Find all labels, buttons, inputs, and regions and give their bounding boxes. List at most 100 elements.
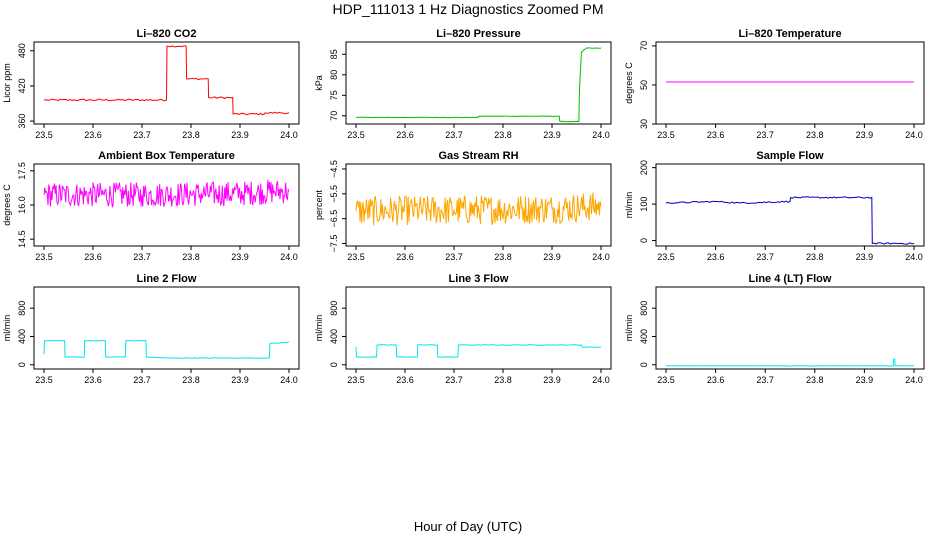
x-tick-label: 23.6 bbox=[707, 252, 725, 262]
figure-x-axis-label: Hour of Day (UTC) bbox=[414, 519, 522, 534]
y-axis-label: ml/min bbox=[624, 315, 634, 342]
panel-1: Li–820 CO2 Licor ppm 23.5 23.6 23.7 23.8 23.9 2… bbox=[2, 28, 300, 140]
plot-frame bbox=[655, 286, 925, 370]
x-tick-label: 23.5 bbox=[347, 130, 365, 140]
x-tick-label: 23.7 bbox=[133, 252, 151, 262]
y-axis-label: kPa bbox=[314, 75, 324, 91]
x-tick-label: 23.7 bbox=[133, 375, 151, 385]
x-tick-label: 24.0 bbox=[592, 130, 610, 140]
x-tick-label: 23.8 bbox=[494, 375, 512, 385]
y-tick-label: 0 bbox=[17, 362, 27, 367]
panel-8: Line 3 Flow ml/min 23.5 23.6 23.7 23.8 23.9 24.… bbox=[314, 273, 612, 385]
panel-3: Li–820 Temperature degrees C 23.5 23.6 23.7 2… bbox=[624, 28, 925, 140]
panel-5: Gas Stream RH percent 23.5 23.6 23.7 23.8 23.9… bbox=[314, 150, 612, 262]
series-line-1 bbox=[43, 45, 290, 116]
y-tick-label: 14.5 bbox=[17, 230, 27, 248]
x-tick-label: 23.8 bbox=[182, 252, 200, 262]
plot-frame bbox=[33, 41, 300, 125]
x-tick-label: 23.8 bbox=[182, 130, 200, 140]
series-line-1 bbox=[666, 358, 915, 367]
panel-9: Line 4 (LT) Flow ml/min 23.5 23.6 23.7 23.8 23… bbox=[624, 273, 925, 385]
y-axis-label: percent bbox=[314, 189, 324, 220]
y-tick-label: 0 bbox=[329, 362, 339, 367]
y-tick-label: −5.5 bbox=[329, 185, 339, 203]
x-tick-label: 23.9 bbox=[543, 375, 561, 385]
x-tick-label: 24.0 bbox=[280, 375, 298, 385]
x-tick-label: 23.9 bbox=[856, 130, 874, 140]
y-tick-label: 50 bbox=[639, 80, 649, 90]
x-tick-label: 23.6 bbox=[396, 375, 414, 385]
x-tick-label: 23.6 bbox=[707, 130, 725, 140]
y-tick-label: 200 bbox=[639, 160, 649, 175]
panel-title: Ambient Box Temperature bbox=[98, 150, 235, 162]
y-tick-label: 400 bbox=[639, 329, 649, 344]
x-tick-label: 23.7 bbox=[133, 130, 151, 140]
x-tick-label: 23.5 bbox=[35, 130, 53, 140]
y-tick-label: 420 bbox=[17, 78, 27, 93]
y-tick-label: 75 bbox=[329, 90, 339, 100]
panel-title: Line 4 (LT) Flow bbox=[749, 273, 832, 285]
y-tick-label: 360 bbox=[17, 114, 27, 129]
panel-title: Line 3 Flow bbox=[449, 273, 509, 285]
series-line-1 bbox=[355, 192, 602, 226]
figure-title: HDP_111013 1 Hz Diagnostics Zoomed PM bbox=[332, 1, 603, 17]
y-tick-label: 0 bbox=[639, 238, 649, 243]
x-tick-label: 23.6 bbox=[707, 375, 725, 385]
panel-title: Li–820 Temperature bbox=[738, 28, 841, 40]
panel-2: Li–820 Pressure kPa 23.5 23.6 23.7 23.8 23.9 24… bbox=[314, 28, 612, 140]
panel-6: Sample Flow ml/min 23.5 23.6 23.7 23.8 23.9 24.… bbox=[624, 150, 925, 262]
x-tick-label: 23.6 bbox=[396, 130, 414, 140]
plot-frame bbox=[655, 163, 925, 247]
x-tick-label: 23.7 bbox=[756, 375, 774, 385]
panel-title: Sample Flow bbox=[756, 150, 824, 162]
x-tick-label: 23.7 bbox=[445, 375, 463, 385]
y-tick-label: 30 bbox=[639, 119, 649, 129]
panel-title: Gas Stream RH bbox=[438, 150, 518, 162]
x-tick-label: 24.0 bbox=[905, 252, 923, 262]
y-tick-label: 70 bbox=[329, 111, 339, 121]
y-tick-label: 100 bbox=[639, 197, 649, 212]
series-line-1 bbox=[43, 339, 289, 359]
x-tick-label: 23.7 bbox=[445, 130, 463, 140]
series-line-1 bbox=[665, 196, 915, 245]
panel-title: Line 2 Flow bbox=[137, 273, 197, 285]
x-tick-label: 23.8 bbox=[494, 130, 512, 140]
plot-frame bbox=[345, 286, 612, 370]
plot-frame bbox=[345, 163, 612, 247]
y-tick-label: −7.5 bbox=[329, 235, 339, 253]
y-tick-label: 400 bbox=[329, 329, 339, 344]
y-tick-label: 800 bbox=[17, 301, 27, 316]
x-tick-label: 23.9 bbox=[543, 130, 561, 140]
x-tick-label: 23.9 bbox=[856, 375, 874, 385]
x-tick-label: 23.5 bbox=[347, 375, 365, 385]
x-tick-label: 23.9 bbox=[856, 252, 874, 262]
series-line-1 bbox=[355, 344, 601, 358]
x-tick-label: 24.0 bbox=[905, 375, 923, 385]
plot-frame bbox=[33, 163, 300, 247]
x-tick-label: 23.8 bbox=[806, 375, 824, 385]
y-axis-label: ml/min bbox=[2, 315, 12, 342]
y-tick-label: 480 bbox=[17, 43, 27, 58]
y-axis-label: degrees C bbox=[624, 62, 634, 104]
x-tick-label: 23.9 bbox=[231, 130, 249, 140]
y-axis-label: ml/min bbox=[314, 315, 324, 342]
y-axis-label: ml/min bbox=[624, 192, 634, 219]
x-tick-label: 24.0 bbox=[905, 130, 923, 140]
x-tick-label: 24.0 bbox=[592, 252, 610, 262]
x-tick-label: 23.8 bbox=[806, 130, 824, 140]
x-tick-label: 23.9 bbox=[543, 252, 561, 262]
series-line-1 bbox=[43, 179, 290, 208]
x-tick-label: 23.7 bbox=[756, 252, 774, 262]
x-tick-label: 23.8 bbox=[494, 252, 512, 262]
y-tick-label: 16.0 bbox=[17, 196, 27, 214]
x-tick-label: 23.6 bbox=[84, 375, 102, 385]
x-tick-label: 23.5 bbox=[657, 375, 675, 385]
panel-grid: Li–820 CO2 Licor ppm 23.5 23.6 23.7 23.8 23.9 2… bbox=[2, 28, 925, 385]
x-tick-label: 23.8 bbox=[806, 252, 824, 262]
plot-frame bbox=[345, 41, 612, 125]
x-tick-label: 24.0 bbox=[592, 375, 610, 385]
plot-frame bbox=[33, 286, 300, 370]
x-tick-label: 23.5 bbox=[657, 130, 675, 140]
panel-7: Line 2 Flow ml/min 23.5 23.6 23.7 23.8 23.9 24.… bbox=[2, 273, 300, 385]
